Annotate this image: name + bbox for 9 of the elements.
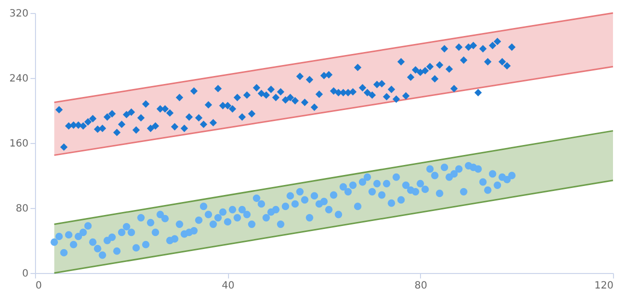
x-tick-label: 80 xyxy=(414,280,428,292)
y-tick-label: 160 xyxy=(9,138,28,150)
y-tick-label: 320 xyxy=(9,8,28,20)
y-tick-label: 80 xyxy=(16,204,28,214)
y-tick-label: 0 xyxy=(22,268,28,280)
x-tick-label: 40 xyxy=(222,280,235,292)
y-tick-label: 240 xyxy=(9,74,28,84)
x-tick-label: 0 xyxy=(36,280,42,292)
x-tick-label: 120 xyxy=(594,280,614,292)
